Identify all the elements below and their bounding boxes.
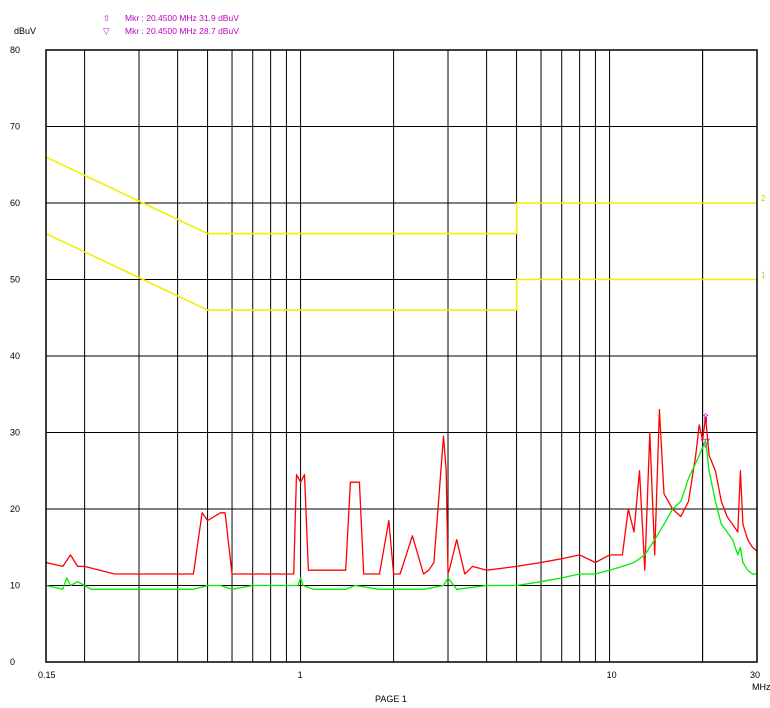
marker-legend: ⇧ Mkr : 20.4500 MHz 31.9 dBuV ▽ Mkr : 20…: [103, 13, 239, 36]
plot-frame: [45, 49, 758, 663]
limit-line-1: [45, 232, 757, 311]
axis-ticks: 0 10 20 30 40 50 60 70 80 0.15 1 10 30: [10, 45, 760, 680]
marker-1-symbol: ⇧: [103, 13, 110, 23]
chart-grid: [46, 50, 757, 662]
series-line-2: [45, 439, 757, 590]
limit-lines: 21: [45, 156, 766, 311]
data-series: [45, 408, 758, 590]
x-tick-label: 30: [750, 670, 760, 680]
y-tick-label: 10: [10, 581, 20, 591]
limit-line-2: [45, 156, 757, 235]
marker-point-2: ▽: [701, 435, 711, 449]
marker-points: ⇧▽: [701, 411, 711, 449]
marker-2-symbol: ▽: [103, 26, 110, 36]
marker-2-readout: Mkr : 20.4500 MHz 28.7 dBuV: [125, 26, 239, 36]
y-tick-label: 40: [10, 351, 20, 361]
x-axis-unit-label: MHz: [752, 682, 770, 692]
page-footer: PAGE 1: [375, 694, 407, 704]
marker-1-readout: Mkr : 20.4500 MHz 31.9 dBuV: [125, 13, 239, 23]
y-tick-label: 20: [10, 504, 20, 514]
y-axis-unit-label: dBuV: [14, 26, 36, 36]
limit-line-label: 1: [761, 271, 766, 280]
limit-line-label: 2: [761, 194, 766, 203]
y-tick-label: 80: [10, 45, 20, 55]
y-tick-label: 30: [10, 428, 20, 438]
y-tick-label: 50: [10, 275, 20, 285]
x-tick-label: 10: [607, 670, 617, 680]
y-tick-label: 60: [10, 198, 20, 208]
y-tick-label: 70: [10, 122, 20, 132]
series-line-1: [45, 408, 758, 575]
x-tick-label: 1: [298, 670, 303, 680]
y-tick-label: 0: [10, 657, 15, 667]
x-tick-label: 0.15: [38, 670, 56, 680]
marker-point-1: ⇧: [701, 411, 711, 425]
